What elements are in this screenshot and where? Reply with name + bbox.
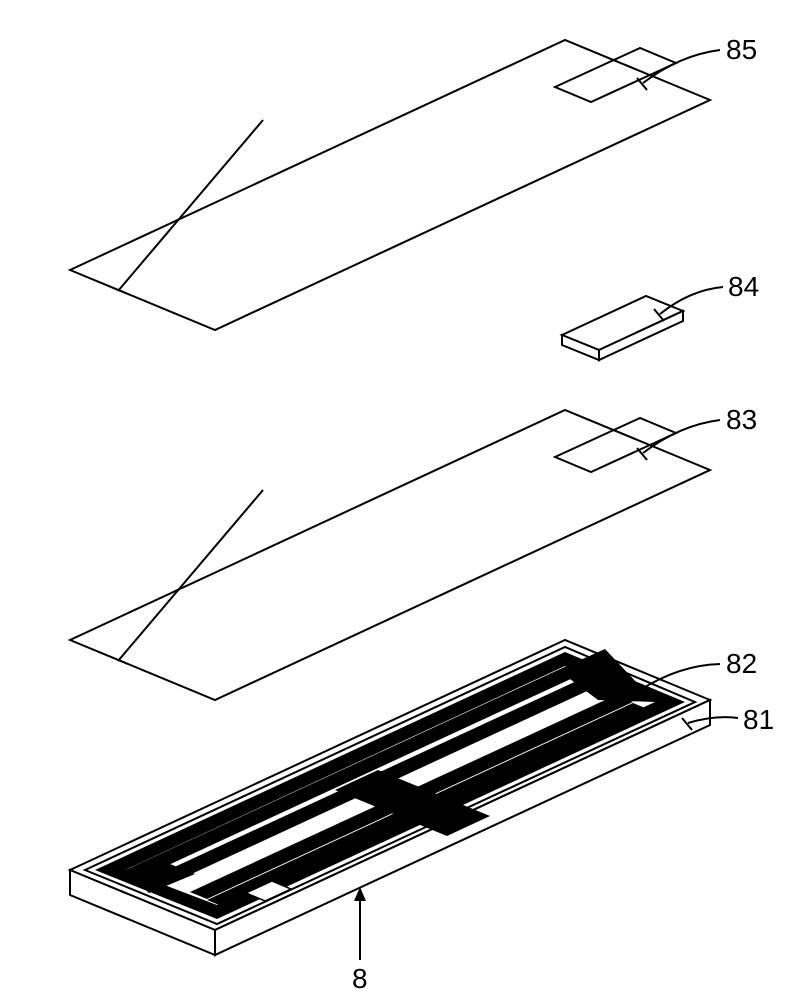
label-83: 83	[726, 404, 757, 435]
layer-83	[70, 410, 710, 700]
layer-bottom-assembly	[70, 640, 710, 955]
label-85: 85	[726, 34, 757, 65]
label-84: 84	[728, 271, 759, 302]
label-8: 8	[352, 963, 368, 994]
label-81: 81	[743, 704, 774, 735]
layer-84	[562, 296, 683, 360]
label-82: 82	[726, 648, 757, 679]
circuit-pattern	[95, 649, 685, 919]
exploded-view-diagram: 85 84 83 82 81 8	[0, 0, 793, 1000]
layer-85	[70, 40, 710, 330]
